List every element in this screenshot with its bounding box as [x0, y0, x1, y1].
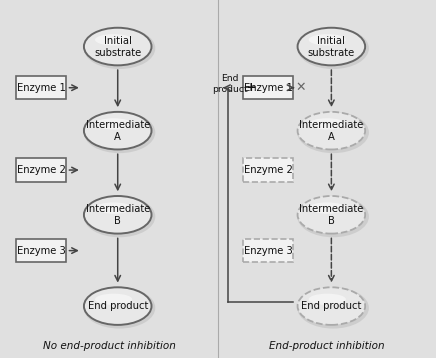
- Ellipse shape: [95, 34, 132, 45]
- Text: ✕: ✕: [295, 81, 306, 94]
- Ellipse shape: [297, 112, 369, 153]
- Bar: [17, 76, 66, 100]
- Text: Initial
substrate: Initial substrate: [94, 35, 141, 58]
- Ellipse shape: [297, 28, 365, 66]
- Bar: [17, 158, 66, 182]
- Text: Enzyme 2: Enzyme 2: [244, 165, 293, 175]
- Text: End-product inhibition: End-product inhibition: [269, 341, 385, 351]
- Text: Enzyme 2: Enzyme 2: [17, 165, 66, 175]
- Bar: [243, 76, 293, 100]
- Text: Initial
substrate: Initial substrate: [308, 35, 355, 58]
- Ellipse shape: [84, 28, 152, 66]
- Text: Intermediate
A: Intermediate A: [299, 120, 364, 142]
- Ellipse shape: [309, 294, 346, 305]
- Text: Enzyme 3: Enzyme 3: [17, 246, 66, 256]
- Text: Intermediate
A: Intermediate A: [85, 120, 150, 142]
- Ellipse shape: [84, 196, 152, 234]
- Ellipse shape: [297, 112, 365, 150]
- Ellipse shape: [309, 202, 346, 214]
- Ellipse shape: [297, 196, 365, 234]
- Ellipse shape: [299, 118, 364, 150]
- Bar: [243, 239, 293, 262]
- Text: +: +: [245, 81, 256, 94]
- Ellipse shape: [84, 112, 152, 150]
- Ellipse shape: [95, 202, 132, 214]
- Bar: [243, 158, 293, 182]
- Ellipse shape: [95, 294, 132, 305]
- Ellipse shape: [84, 287, 152, 325]
- Ellipse shape: [297, 287, 369, 329]
- Ellipse shape: [309, 34, 346, 45]
- Text: Enzyme 1: Enzyme 1: [244, 83, 293, 93]
- Text: No end-product inhibition: No end-product inhibition: [43, 341, 175, 351]
- Text: Intermediate
B: Intermediate B: [85, 204, 150, 226]
- Ellipse shape: [297, 196, 369, 237]
- Ellipse shape: [85, 34, 150, 66]
- Ellipse shape: [85, 293, 150, 325]
- Ellipse shape: [299, 202, 364, 234]
- Ellipse shape: [299, 293, 364, 325]
- Ellipse shape: [84, 112, 155, 153]
- Text: End product: End product: [88, 301, 148, 311]
- Ellipse shape: [85, 202, 150, 234]
- Ellipse shape: [297, 28, 369, 69]
- Text: End product: End product: [301, 301, 361, 311]
- Ellipse shape: [297, 287, 365, 325]
- Ellipse shape: [84, 287, 155, 329]
- Ellipse shape: [84, 28, 155, 69]
- Text: End
product: End product: [212, 74, 248, 94]
- Ellipse shape: [309, 118, 346, 130]
- Bar: [17, 239, 66, 262]
- Ellipse shape: [95, 118, 132, 130]
- Text: Intermediate
B: Intermediate B: [299, 204, 364, 226]
- Ellipse shape: [84, 196, 155, 237]
- Ellipse shape: [299, 34, 364, 66]
- Text: Enzyme 3: Enzyme 3: [244, 246, 293, 256]
- Text: Enzyme 1: Enzyme 1: [17, 83, 66, 93]
- Ellipse shape: [85, 118, 150, 150]
